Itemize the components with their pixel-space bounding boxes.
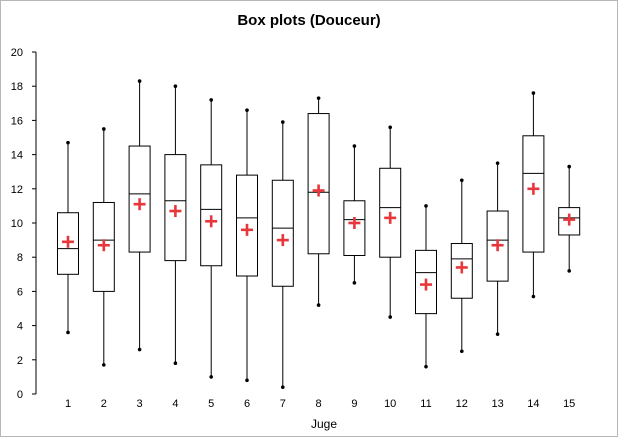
min-marker [567, 269, 571, 273]
y-tick-label: 12 [11, 184, 23, 196]
min-marker [388, 315, 393, 319]
x-tick-label: 9 [351, 398, 357, 410]
max-marker [209, 98, 213, 102]
box-plot-juge-4 [164, 84, 187, 366]
min-marker [66, 330, 70, 335]
y-tick-label: 16 [11, 115, 23, 127]
max-marker [424, 204, 428, 208]
box-plot-juge-14 [522, 91, 545, 299]
x-axis: 1 2 3 4 5 6 7 8 9 10 11 12 13 14 15 [65, 398, 575, 410]
y-axis: 0 2 4 6 8 10 12 14 16 18 20 [11, 47, 37, 401]
min-marker [102, 363, 106, 367]
max-marker [102, 127, 106, 131]
y-tick-label: 8 [17, 252, 23, 264]
x-tick-label: 4 [172, 398, 178, 410]
x-tick-label: 3 [137, 398, 143, 410]
min-marker [281, 385, 285, 389]
max-marker [281, 120, 285, 124]
box-plot-juge-10 [379, 125, 402, 319]
max-marker [531, 91, 536, 95]
box-plot-juge-8 [307, 96, 330, 307]
max-marker [388, 125, 393, 130]
x-tick-label: 1 [65, 398, 71, 410]
min-marker [316, 303, 321, 307]
min-marker [495, 332, 500, 336]
box-plot-juge-1 [57, 140, 79, 335]
max-marker [173, 84, 178, 88]
chart-title: Box plots (Douceur) [237, 12, 381, 29]
y-tick-label: 4 [17, 321, 23, 333]
max-marker [66, 140, 70, 145]
x-tick-label: 2 [101, 398, 107, 410]
box-plot-juge-2 [92, 127, 115, 367]
min-marker [460, 349, 464, 354]
y-tick-label: 2 [17, 355, 23, 367]
max-marker [137, 79, 142, 83]
x-axis-label: Juge [311, 417, 337, 431]
iqr-box [307, 113, 330, 255]
min-marker [424, 364, 428, 369]
x-tick-label: 13 [491, 398, 503, 410]
max-marker [245, 108, 249, 112]
y-tick-label: 20 [11, 47, 23, 59]
min-marker [531, 294, 536, 299]
box-plot-juge-6 [236, 108, 258, 383]
x-tick-label: 14 [527, 398, 539, 410]
box-series [57, 79, 581, 389]
y-tick-label: 0 [17, 389, 23, 401]
box-plot-juge-3 [128, 79, 151, 352]
box-plot-juge-12 [450, 178, 473, 354]
min-marker [209, 375, 213, 379]
min-marker [352, 281, 357, 285]
x-tick-label: 8 [316, 398, 322, 410]
x-tick-label: 7 [280, 398, 286, 410]
x-tick-label: 12 [456, 398, 468, 410]
min-marker [173, 361, 178, 366]
min-marker [137, 347, 142, 352]
box-plot-juge-13 [486, 161, 509, 336]
iqr-box [271, 179, 294, 287]
x-tick-label: 11 [420, 398, 431, 410]
box-plot-juge-11 [415, 204, 437, 369]
y-tick-label: 18 [11, 81, 23, 93]
x-tick-label: 15 [563, 398, 575, 410]
max-marker [316, 96, 321, 100]
box-plot-juge-15 [558, 164, 581, 273]
max-marker [495, 161, 500, 165]
y-tick-label: 10 [11, 218, 23, 230]
max-marker [567, 164, 571, 169]
x-tick-label: 6 [244, 398, 250, 410]
max-marker [352, 144, 357, 148]
x-tick-label: 10 [384, 398, 396, 410]
min-marker [245, 378, 249, 383]
max-marker [460, 178, 464, 183]
y-tick-label: 14 [11, 150, 23, 162]
box-plot-juge-7 [271, 120, 294, 389]
y-tick-label: 6 [17, 286, 23, 298]
x-tick-label: 5 [208, 398, 214, 410]
box-plot-juge-5 [200, 98, 223, 379]
box-plot-juge-9 [343, 144, 366, 285]
